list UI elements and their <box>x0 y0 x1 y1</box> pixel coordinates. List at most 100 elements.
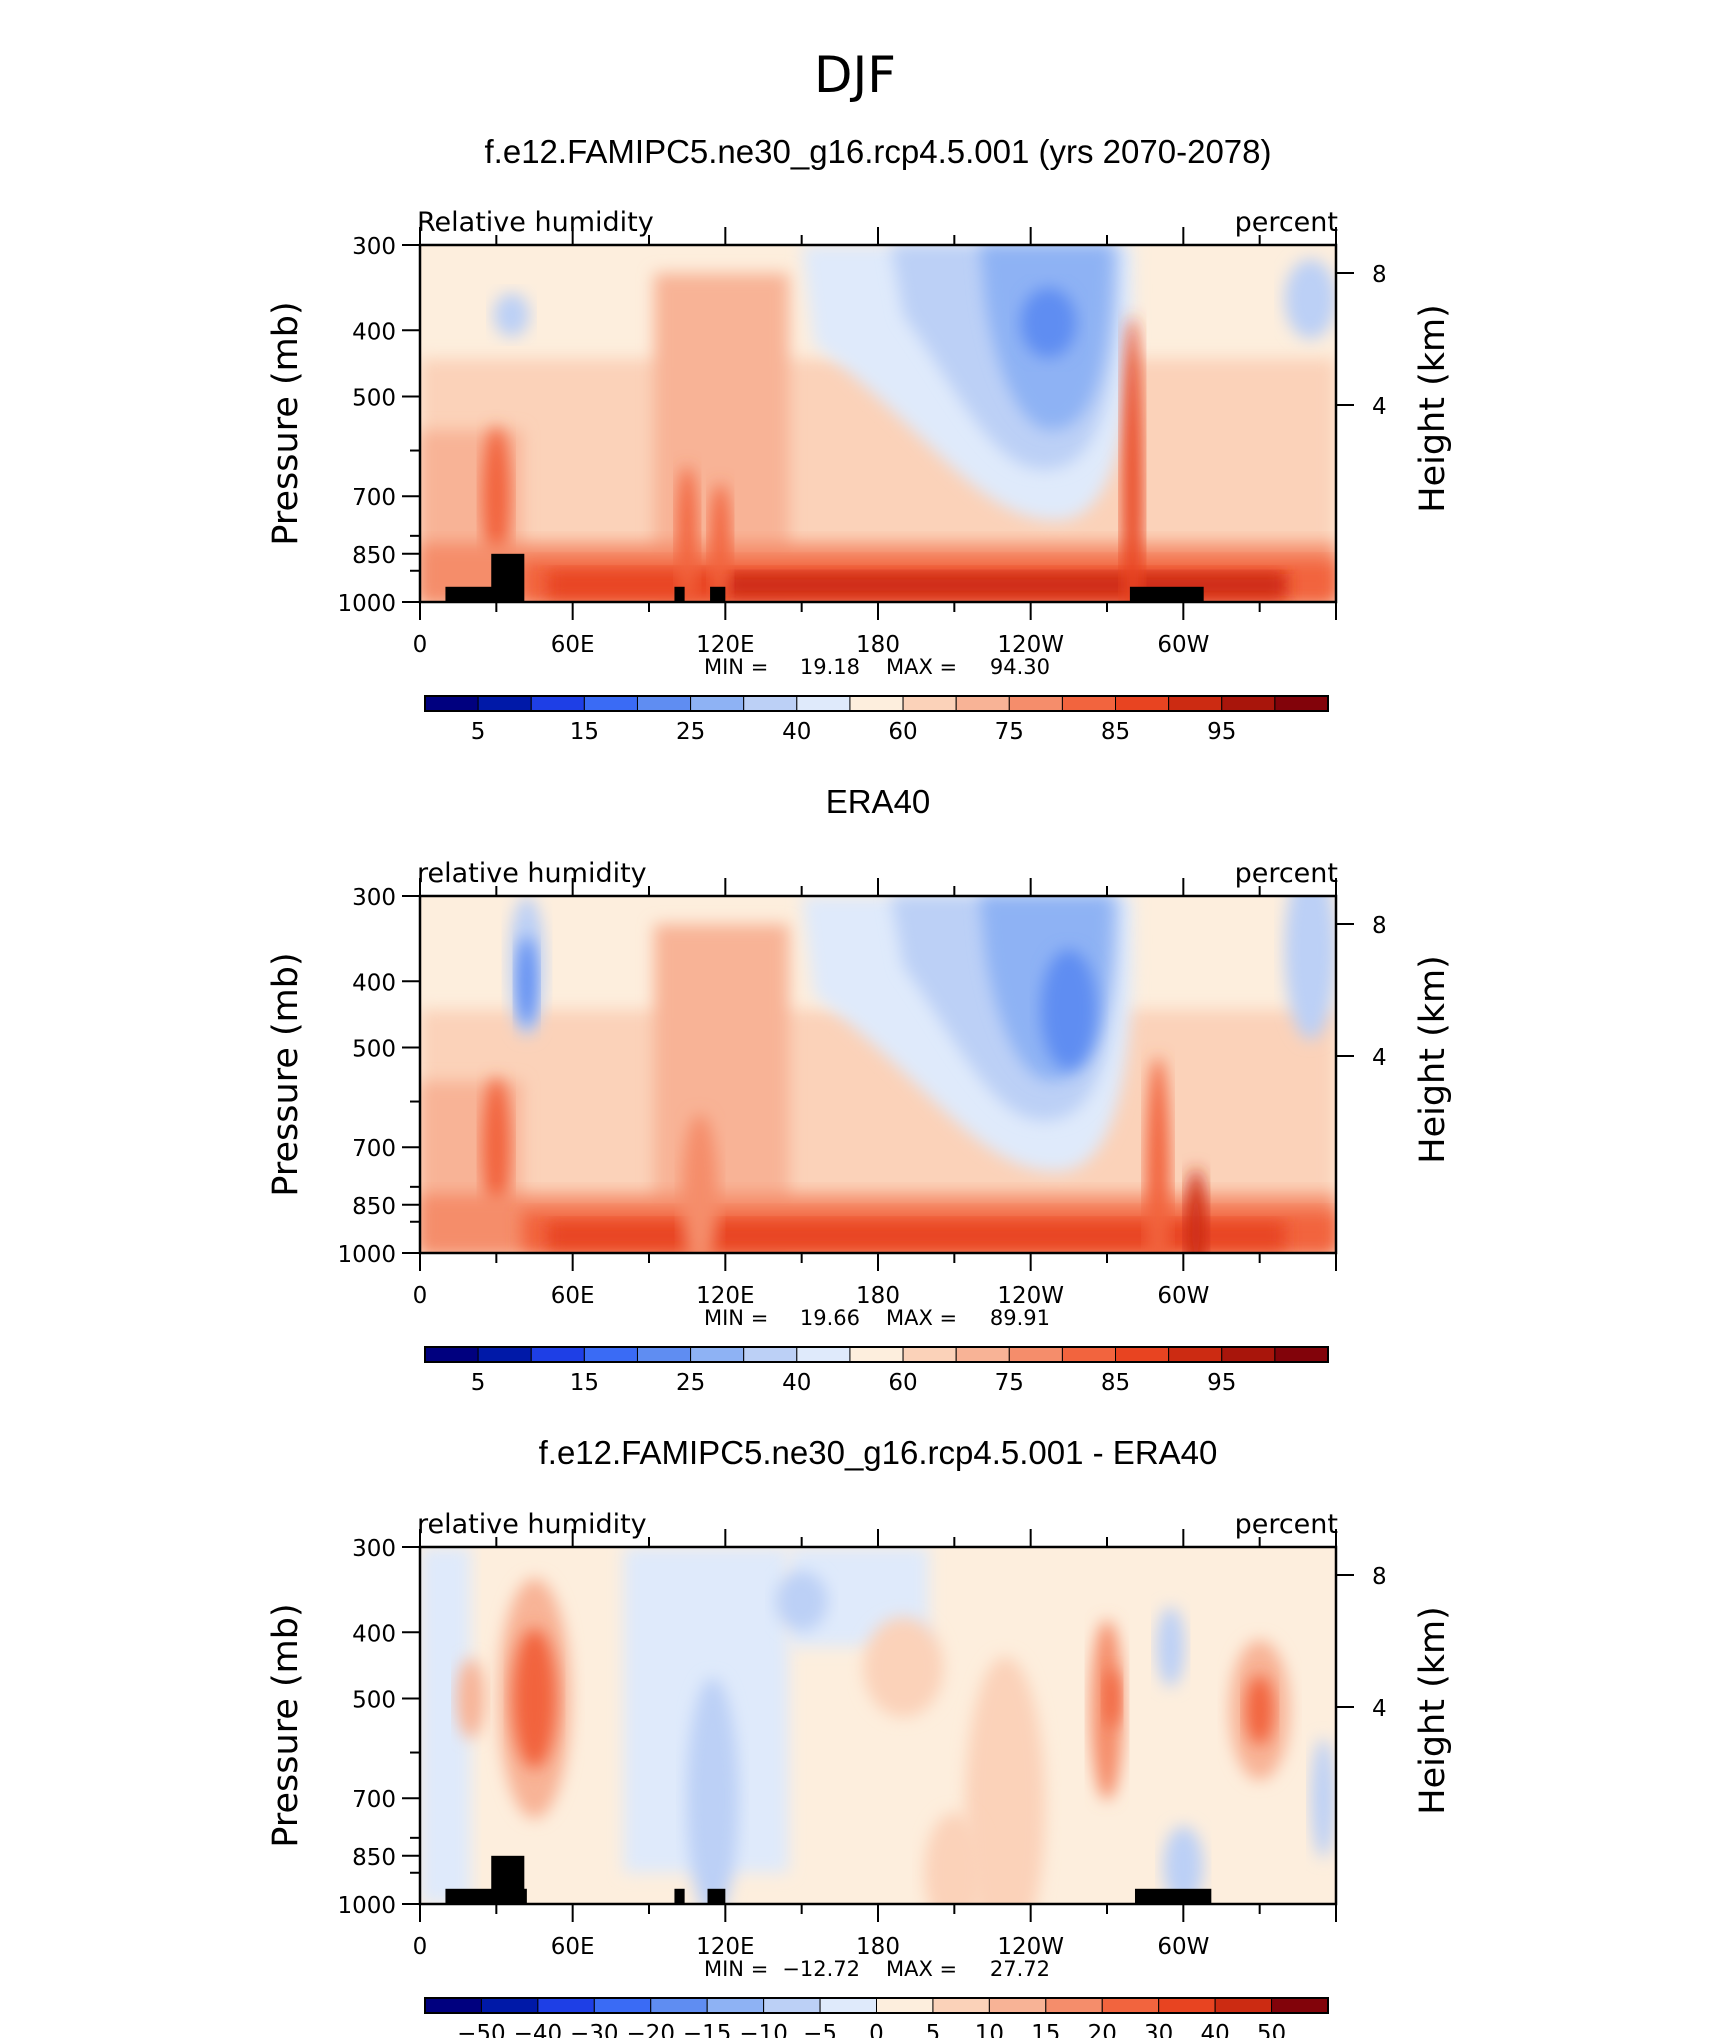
colorbar-segment <box>1008 1346 1063 1363</box>
contour-region <box>1284 259 1336 340</box>
contour-region <box>1040 949 1097 1070</box>
land-mask <box>674 1888 685 1904</box>
colorbar-segment <box>743 1346 798 1363</box>
x-tick-label: 180 <box>856 632 900 658</box>
x-tick-label: 120E <box>696 1934 754 1960</box>
x-tick-label: 180 <box>856 1934 900 1960</box>
contour-region <box>1122 316 1143 602</box>
contour-region <box>482 1077 511 1218</box>
main-title: DJF <box>814 46 896 104</box>
height-tick-label: 8 <box>1372 913 1387 939</box>
colorbar-label: −50 <box>457 2021 506 2038</box>
contour-region <box>547 1221 1286 1251</box>
min-label: MIN = <box>704 1306 768 1330</box>
variable-label: relative humidity <box>417 858 647 889</box>
contour-region <box>1163 1826 1204 1904</box>
colorbar: −50 −40 −30 −20 −15 −10 −5 0 5 10 15 20 30 40 50 <box>424 1997 1329 2038</box>
colorbar-frame <box>424 695 1329 712</box>
colorbar-segment <box>932 1997 990 2014</box>
x-tick-label: 0 <box>413 1283 428 1309</box>
colorbar-segment <box>636 695 692 712</box>
contour-region <box>1284 896 1336 1041</box>
x-tick-label: 120E <box>696 632 754 658</box>
y-tick-label: 500 <box>352 1036 396 1062</box>
colorbar-segment <box>902 1346 957 1363</box>
colorbar-segment <box>988 1997 1047 2014</box>
colorbar-label: −5 <box>803 2021 837 2038</box>
y-axis-title: Pressure (mb) <box>266 1603 306 1847</box>
colorbar-label: 15 <box>570 1370 599 1396</box>
colorbar-segment <box>1008 695 1063 712</box>
y-tick-label: 850 <box>352 543 396 569</box>
max-label: MAX = <box>886 1306 957 1330</box>
units-label: percent <box>1235 858 1338 889</box>
y-tick-label: 700 <box>352 485 396 511</box>
x-tick-label: 180 <box>856 1283 900 1309</box>
colorbar-segment <box>477 695 532 712</box>
colorbar-segment <box>537 1997 595 2014</box>
height-tick-label: 4 <box>1372 1696 1387 1722</box>
colorbar-segment <box>424 1997 482 2014</box>
colorbar-segment <box>955 695 1010 712</box>
x-tick-label: 60W <box>1157 1934 1209 1960</box>
colorbar-label: 85 <box>1101 1370 1130 1396</box>
colorbar-label: 75 <box>995 719 1024 745</box>
x-tick-label: 120W <box>997 1283 1064 1309</box>
colorbar-frame <box>424 1997 1329 2014</box>
colorbar-label: −40 <box>514 2021 563 2038</box>
colorbar-label: 40 <box>782 1370 811 1396</box>
y-tick-label: 500 <box>352 1687 396 1713</box>
colorbar-label: 15 <box>570 719 599 745</box>
max-label: MAX = <box>886 655 957 679</box>
contour-region <box>1145 1056 1170 1253</box>
y-tick-label: 400 <box>352 1621 396 1647</box>
height-axis: 84 <box>1336 913 1387 1071</box>
x-axis: 0 60E 120E 180 120W 60W <box>413 1529 1337 1960</box>
colorbar-segment <box>743 695 798 712</box>
y-axis-right-title: Height (km) <box>1413 955 1453 1164</box>
colorbar-label: 95 <box>1207 719 1236 745</box>
colorbar-segment <box>583 695 638 712</box>
panels: f.e12.FAMIPC5.ne30_g16.rcp4.5.001 (yrs 2… <box>266 133 1453 2038</box>
land-mask <box>710 586 726 602</box>
x-tick-label: 0 <box>413 1934 428 1960</box>
units-label: percent <box>1235 207 1338 238</box>
colorbar-segment <box>1168 695 1223 712</box>
contour-region <box>456 1658 485 1739</box>
y-tick-label: 400 <box>352 970 396 996</box>
x-tick-label: 120W <box>997 1934 1064 1960</box>
colorbar-label: 85 <box>1101 719 1130 745</box>
x-tick-label: 120E <box>696 1283 754 1309</box>
colorbar-segment <box>849 1346 904 1363</box>
min-value: −12.72 <box>782 1957 860 1981</box>
x-tick-label: 60E <box>551 1283 595 1309</box>
colorbar-segment <box>480 1997 539 2014</box>
colorbar-segment <box>1158 1997 1216 2014</box>
y-tick-label: 400 <box>352 319 396 345</box>
contour-region <box>681 1114 718 1253</box>
y-tick-label: 500 <box>352 385 396 411</box>
colorbar-segment <box>1101 1997 1160 2014</box>
y-tick-label: 1000 <box>337 1893 396 1919</box>
colorbar-segment <box>1115 1346 1170 1363</box>
colorbar-segment <box>955 1346 1010 1363</box>
y-tick-label: 1000 <box>337 591 396 617</box>
contour-region <box>1020 287 1077 358</box>
land-mask <box>491 553 525 602</box>
panel-3: f.e12.FAMIPC5.ne30_g16.rcp4.5.001 - ERA4… <box>266 1434 1453 2038</box>
min-value: 19.66 <box>800 1306 860 1330</box>
colorbar-segment <box>902 695 957 712</box>
colorbar-segment <box>583 1346 638 1363</box>
y-axis: 300 400 500 700 850 1000 <box>337 1536 420 1919</box>
colorbar-label: 75 <box>995 1370 1024 1396</box>
y-tick-label: 300 <box>352 234 396 260</box>
y-axis-right-title: Height (km) <box>1413 1606 1453 1815</box>
colorbar-segment <box>477 1346 532 1363</box>
land-mask <box>707 1888 726 1904</box>
contour-field <box>420 896 1336 1253</box>
colorbar-segment <box>424 695 479 712</box>
panel-title: f.e12.FAMIPC5.ne30_g16.rcp4.5.001 (yrs 2… <box>485 133 1272 170</box>
x-tick-label: 60W <box>1157 1283 1209 1309</box>
colorbar-segment <box>593 1997 652 2014</box>
units-label: percent <box>1235 1509 1338 1540</box>
